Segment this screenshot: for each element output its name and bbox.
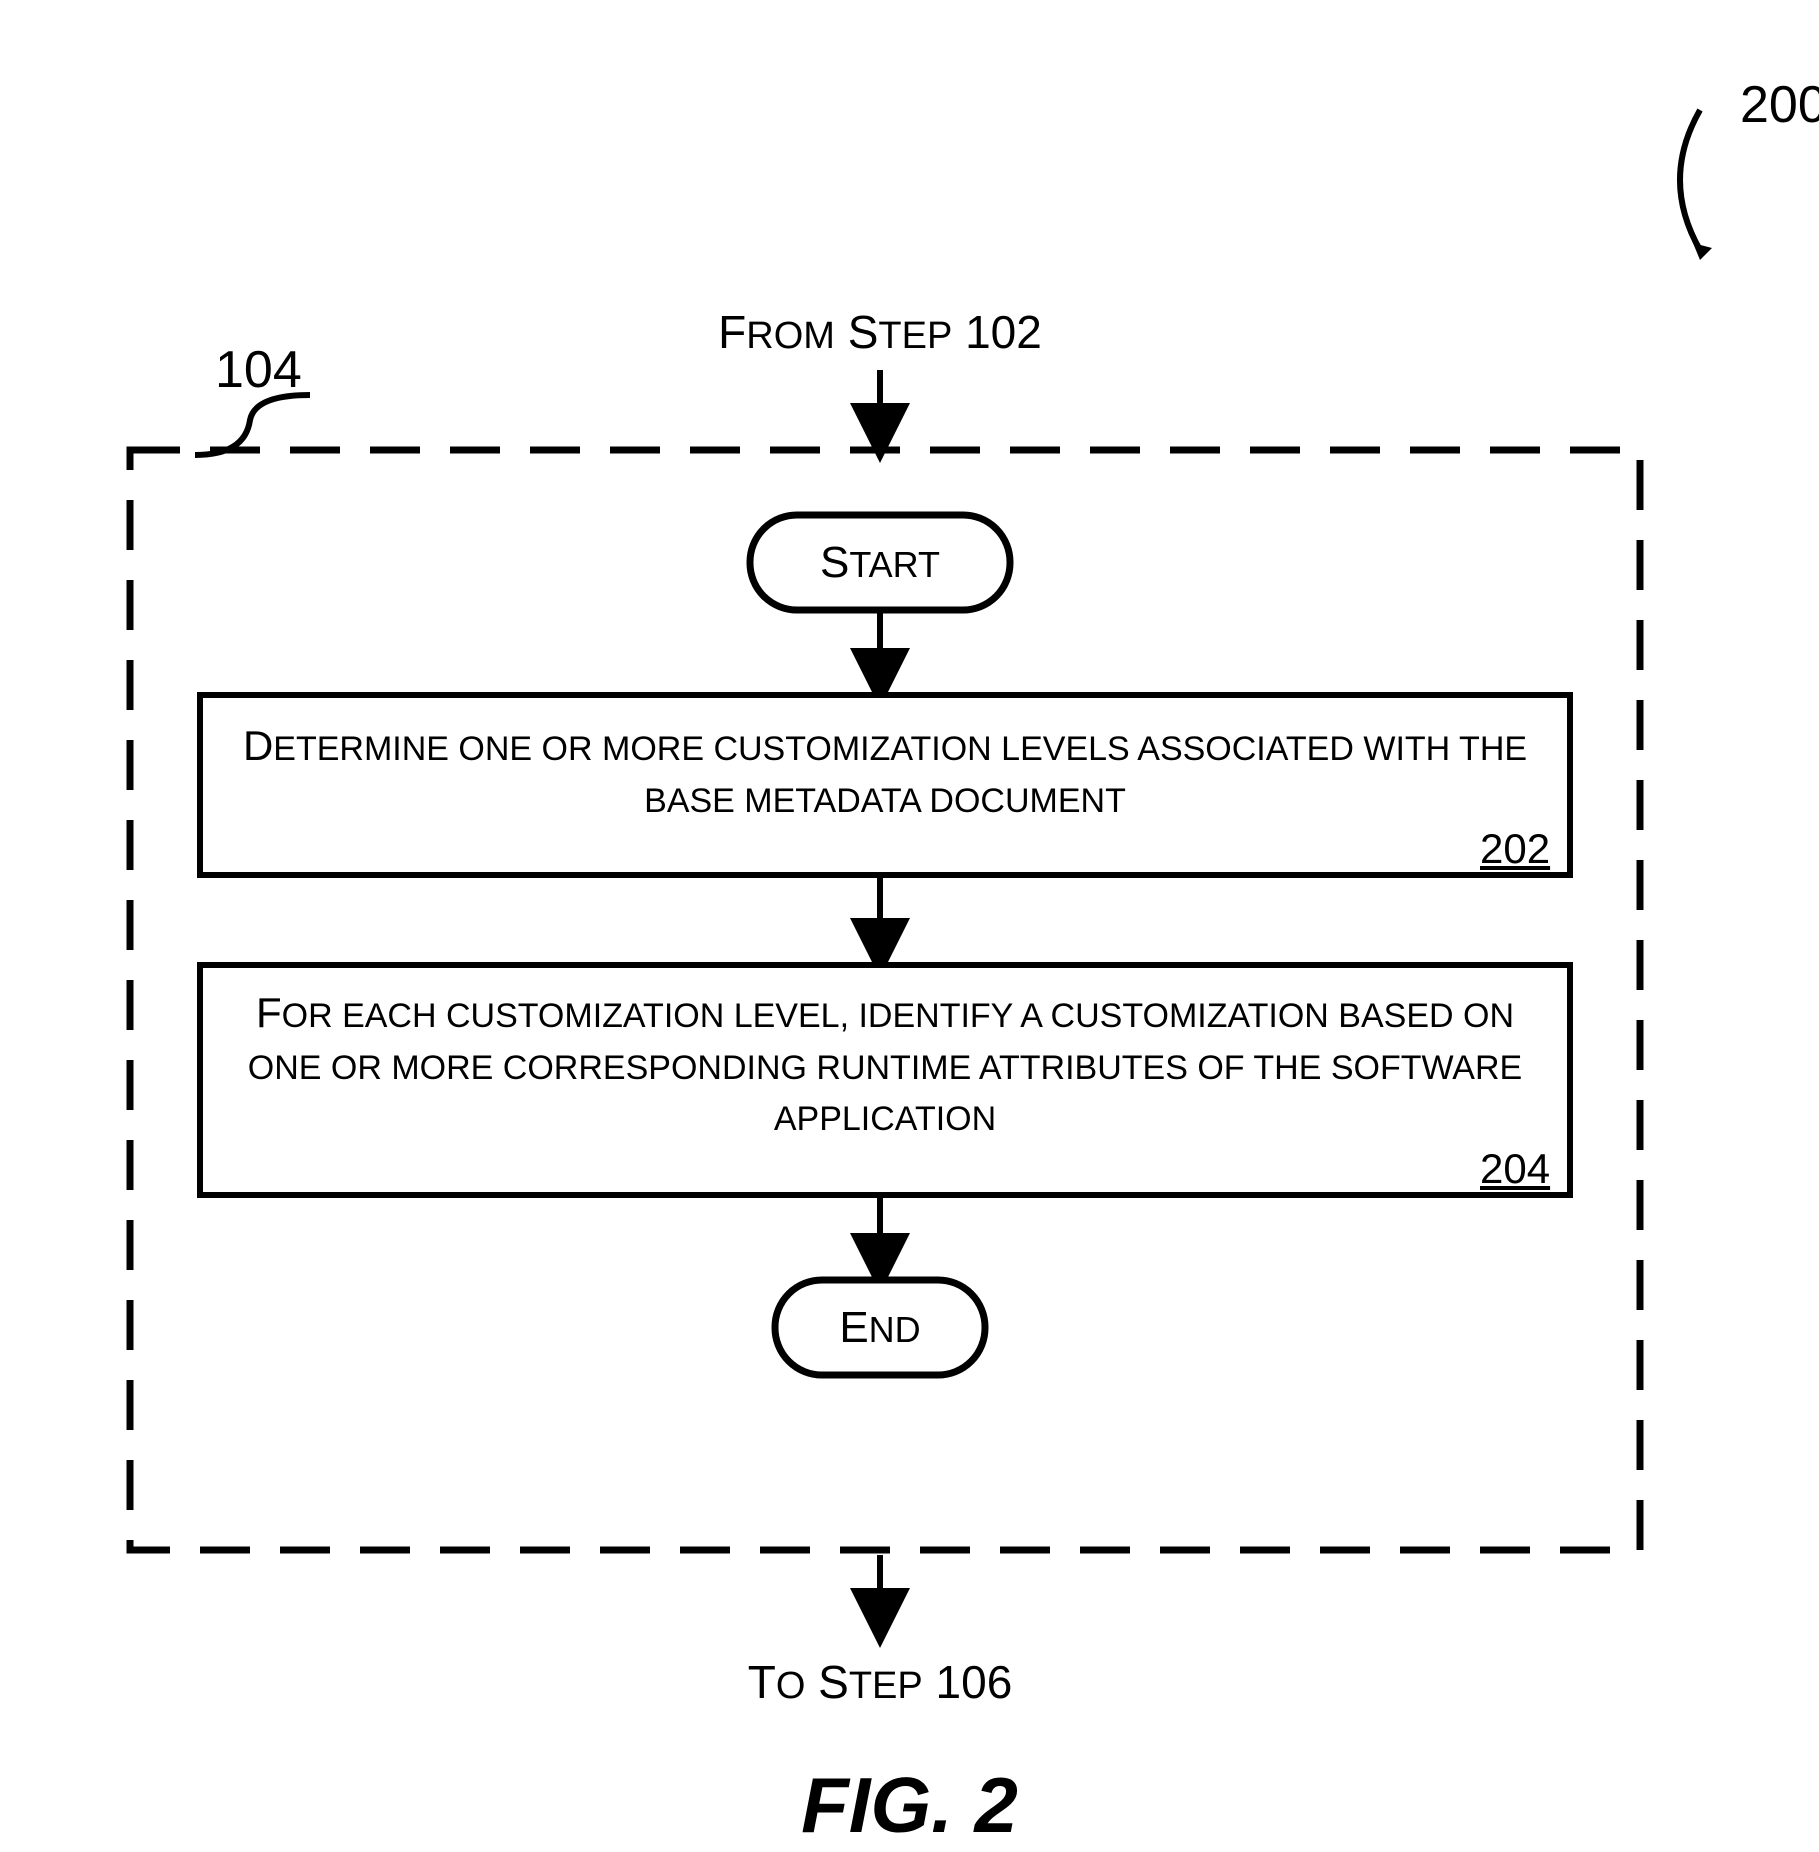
flowchart-canvas: 200 104 FROM STEP 102 START DETERMINE ON… (0, 0, 1819, 1852)
figure-ref-arrowhead (1693, 243, 1712, 260)
box2-text: FOR EACH CUSTOMIZATION LEVEL, IDENTIFY A… (220, 985, 1550, 1144)
box1-ref: 202 (1480, 825, 1550, 873)
figure-ref-arc (1680, 110, 1700, 250)
flowchart-svg (0, 0, 1819, 1852)
end-label: END (775, 1303, 985, 1353)
figure-ref-200: 200 (1740, 75, 1819, 135)
ref-104-leader (195, 395, 310, 455)
figure-label: FIG. 2 (0, 1760, 1819, 1851)
from-step-label: FROM STEP 102 (0, 305, 1760, 359)
to-step-label: TO STEP 106 (0, 1655, 1760, 1709)
start-label: START (750, 538, 1010, 588)
box1-text: DETERMINE ONE OR MORE CUSTOMIZATION LEVE… (220, 718, 1550, 826)
box2-ref: 204 (1480, 1145, 1550, 1193)
